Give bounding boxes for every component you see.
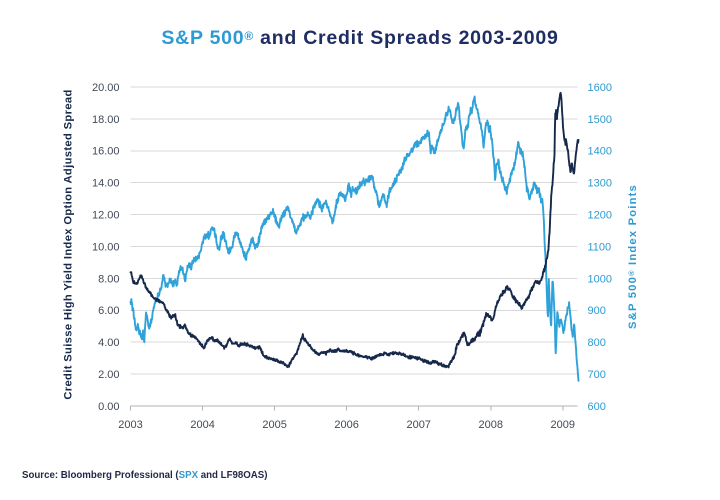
svg-text:4.00: 4.00 bbox=[98, 337, 119, 349]
svg-text:1200: 1200 bbox=[588, 210, 612, 222]
svg-text:S&P 500® and Credit Spreads 20: S&P 500® and Credit Spreads 2003-2009 bbox=[161, 27, 558, 49]
svg-text:2003: 2003 bbox=[118, 419, 142, 431]
svg-text:2008: 2008 bbox=[479, 419, 503, 431]
svg-text:1400: 1400 bbox=[588, 146, 612, 158]
svg-text:2009: 2009 bbox=[551, 419, 575, 431]
svg-text:16.00: 16.00 bbox=[92, 146, 120, 158]
svg-text:2007: 2007 bbox=[406, 419, 430, 431]
svg-text:2.00: 2.00 bbox=[98, 369, 119, 381]
svg-text:900: 900 bbox=[588, 305, 606, 317]
svg-text:1000: 1000 bbox=[588, 273, 612, 285]
svg-text:20.00: 20.00 bbox=[92, 82, 120, 94]
svg-text:700: 700 bbox=[588, 369, 606, 381]
svg-text:10.00: 10.00 bbox=[92, 241, 120, 253]
svg-text:800: 800 bbox=[588, 337, 606, 349]
svg-text:2004: 2004 bbox=[190, 419, 214, 431]
svg-text:600: 600 bbox=[588, 401, 606, 413]
svg-text:2006: 2006 bbox=[334, 419, 358, 431]
svg-text:1300: 1300 bbox=[588, 178, 612, 190]
svg-text:6.00: 6.00 bbox=[98, 305, 119, 317]
svg-text:18.00: 18.00 bbox=[92, 114, 120, 126]
svg-text:1500: 1500 bbox=[588, 114, 612, 126]
svg-text:Credit Suisse High Yield Index: Credit Suisse High Yield Index Option Ad… bbox=[63, 89, 75, 399]
svg-text:1100: 1100 bbox=[588, 241, 612, 253]
svg-text:12.00: 12.00 bbox=[92, 210, 120, 222]
svg-text:2005: 2005 bbox=[262, 419, 286, 431]
svg-text:Source: Bloomberg Professional: Source: Bloomberg Professional (SPX and … bbox=[22, 470, 267, 481]
svg-text:S&P 500® Index Points: S&P 500® Index Points bbox=[627, 184, 639, 329]
svg-text:8.00: 8.00 bbox=[98, 273, 119, 285]
svg-text:1600: 1600 bbox=[588, 82, 612, 94]
svg-text:0.00: 0.00 bbox=[98, 401, 119, 413]
svg-text:14.00: 14.00 bbox=[92, 178, 120, 190]
